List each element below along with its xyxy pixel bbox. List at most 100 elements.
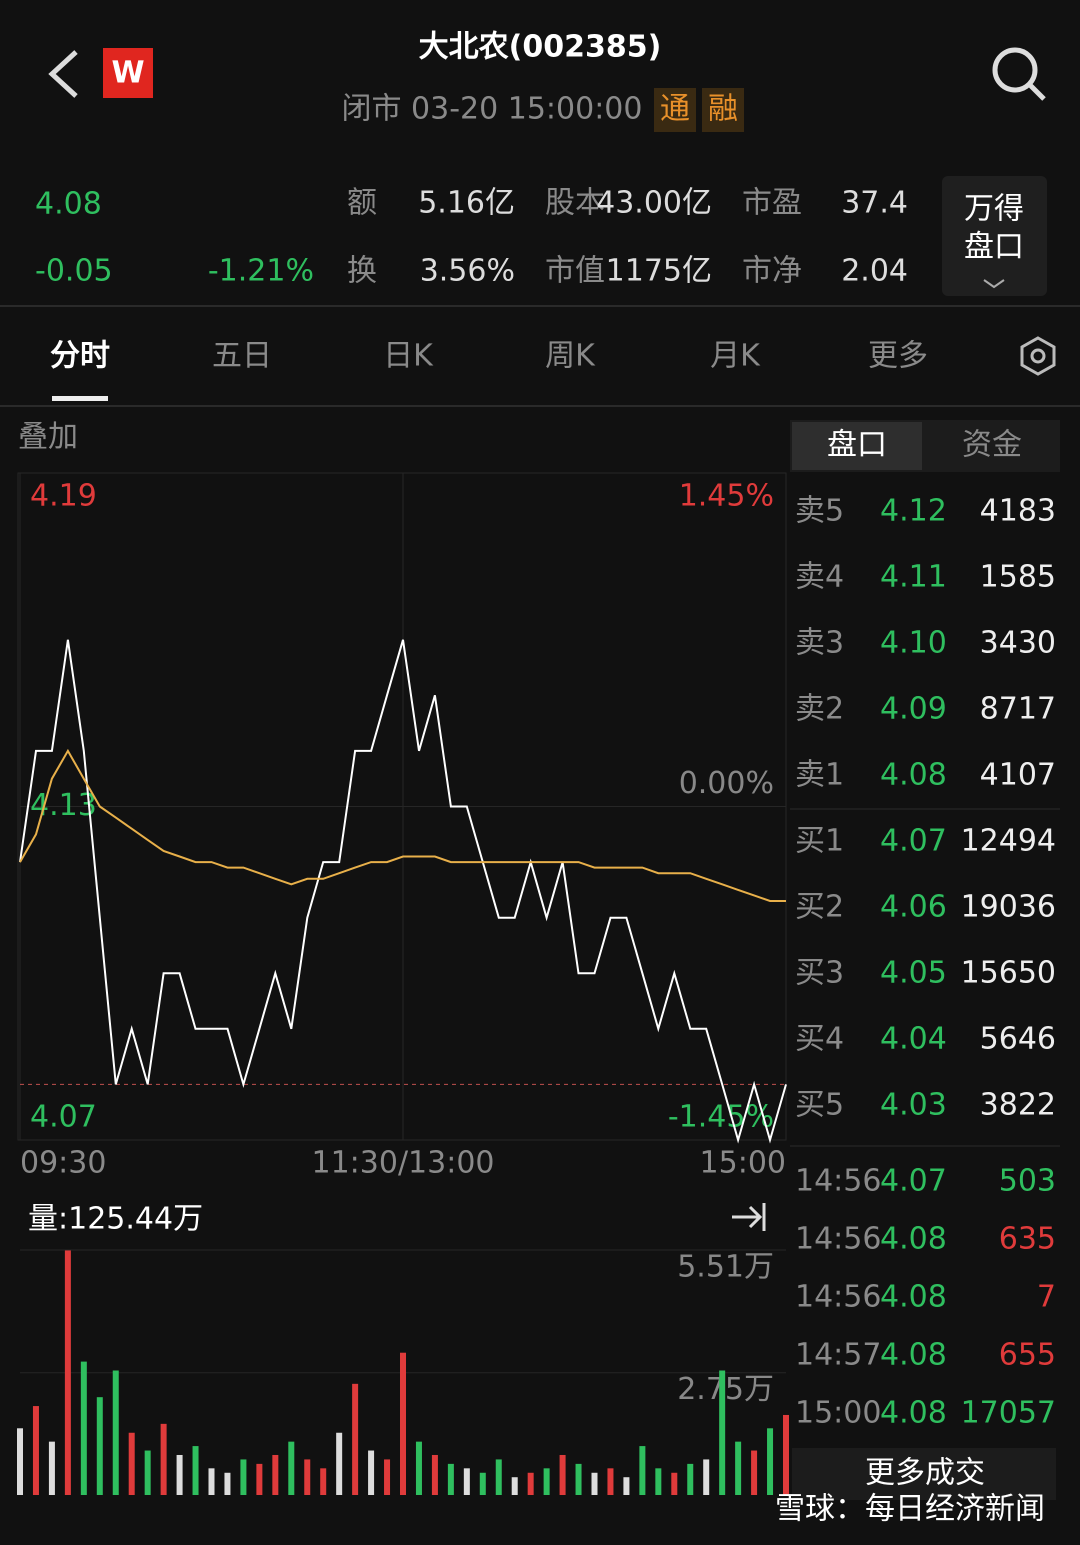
volume-bar — [607, 1468, 614, 1495]
book-price: 4.08 — [880, 758, 947, 793]
price-chart: 09:30 11:30/13:00 15:004.074.134.19-1.45%0… — [19, 472, 787, 1181]
stat-label: 市盈 — [742, 186, 802, 221]
book-tab[interactable]: 资金 — [962, 428, 1022, 463]
tab[interactable]: 更多 — [868, 339, 928, 374]
y-tick-label: 5.51万 — [677, 1250, 774, 1285]
tab-underline — [52, 396, 108, 401]
volume-bar — [559, 1454, 566, 1495]
settings-icon-core — [1030, 348, 1046, 364]
book-side: 买1 — [795, 824, 844, 859]
more-trades[interactable]: 更多成交 — [865, 1456, 985, 1491]
back-button[interactable] — [48, 50, 78, 98]
trade-volume: 7 — [1037, 1280, 1056, 1315]
wind-label: 盘口 — [964, 230, 1024, 265]
settings-icon[interactable] — [1020, 336, 1056, 376]
wind-button[interactable] — [942, 176, 1047, 296]
book-price: 4.05 — [880, 956, 947, 991]
watermark: 雪球：每日经济新闻 — [775, 1492, 1045, 1527]
badge: 通 — [660, 92, 690, 127]
volume-title: 量:125.44万 — [28, 1202, 203, 1237]
x-tick-label: 09:30 — [20, 1146, 106, 1181]
volume-bar — [623, 1477, 630, 1495]
book-price: 4.09 — [880, 692, 947, 727]
volume-bar — [479, 1472, 486, 1495]
stat-label: 股本 — [545, 186, 605, 221]
book-side: 卖5 — [795, 494, 844, 529]
volume-bar — [32, 1406, 39, 1495]
status: 闭市 03-20 15:00:00 — [342, 92, 643, 127]
badge-box — [702, 88, 744, 132]
overlay-label[interactable]: 叠加 — [18, 420, 78, 455]
trade-volume: 655 — [999, 1338, 1056, 1373]
book-tab-active[interactable] — [792, 422, 922, 470]
book-price: 4.10 — [880, 626, 947, 661]
volume-bar — [96, 1397, 103, 1495]
volume-bar — [751, 1450, 758, 1495]
tab[interactable]: 分时 — [50, 339, 110, 374]
book-price: 4.11 — [880, 560, 947, 595]
book-price: 4.03 — [880, 1088, 947, 1123]
search-icon-handle — [1028, 83, 1046, 101]
stat-value: 3.56% — [420, 254, 515, 289]
volume-bar — [192, 1446, 199, 1495]
wind-label: 万得 — [964, 192, 1024, 227]
volume-bar — [463, 1468, 470, 1495]
volume-bar — [447, 1463, 454, 1495]
volume-bar — [240, 1459, 247, 1495]
trade-time: 14:56 — [795, 1280, 881, 1315]
volume-bar — [352, 1383, 359, 1495]
book-side: 买4 — [795, 1022, 844, 1057]
title: 大北农(002385) — [419, 30, 662, 65]
search-icon[interactable] — [992, 47, 1038, 93]
volume-bar — [256, 1463, 263, 1495]
y-tick-label: 2.75万 — [677, 1372, 774, 1407]
book-side: 卖1 — [795, 758, 844, 793]
volume-bar — [639, 1446, 646, 1495]
book-side: 买3 — [795, 956, 844, 991]
y2-tick-label: -1.45% — [668, 1100, 774, 1135]
badge: 融 — [708, 92, 738, 127]
volume-bar — [336, 1432, 343, 1495]
book-volume: 4107 — [980, 758, 1056, 793]
series-line — [19, 639, 787, 1144]
volume-bar — [208, 1468, 215, 1495]
logo: W — [111, 56, 144, 91]
trade-time: 15:00 — [795, 1396, 881, 1431]
tab[interactable]: 五日 — [212, 339, 272, 374]
change: -0.05 — [35, 254, 113, 289]
book-tab[interactable]: 盘口 — [827, 428, 887, 463]
book-volume: 15650 — [961, 956, 1056, 991]
volume-bar — [320, 1468, 327, 1495]
stat-label: 换 — [347, 254, 377, 289]
book-side: 买5 — [795, 1088, 844, 1123]
book-volume: 3430 — [980, 626, 1056, 661]
volume-bar — [160, 1423, 167, 1495]
volume-bar — [767, 1428, 774, 1495]
y2-tick-label: 0.00% — [679, 766, 774, 801]
tab[interactable]: 周K — [545, 339, 596, 374]
more-button[interactable] — [792, 1448, 1056, 1500]
book-price: 4.07 — [880, 824, 947, 859]
stat-value: 1175亿 — [606, 254, 712, 289]
volume-bar — [17, 1428, 23, 1495]
stat-value: 5.16亿 — [418, 186, 515, 221]
volume-bar — [415, 1441, 422, 1495]
volume-chart: 2.75万 5.51万 — [17, 1249, 789, 1495]
volume-bar — [144, 1450, 151, 1495]
volume-bar — [400, 1352, 406, 1495]
tab[interactable]: 月K — [710, 339, 761, 374]
book-price: 4.12 — [880, 494, 947, 529]
trade-volume: 503 — [999, 1164, 1056, 1199]
volume-bar — [368, 1450, 375, 1495]
volume-bar — [112, 1370, 119, 1495]
expand-icon[interactable] — [732, 1203, 766, 1231]
trade-price: 4.08 — [880, 1338, 947, 1373]
volume-bar — [48, 1441, 55, 1495]
book-volume: 4183 — [980, 494, 1056, 529]
volume-bar — [703, 1459, 710, 1495]
book-volume: 19036 — [961, 890, 1056, 925]
tab[interactable]: 日K — [383, 339, 434, 374]
book-volume: 1585 — [980, 560, 1056, 595]
book-price: 4.06 — [880, 890, 947, 925]
